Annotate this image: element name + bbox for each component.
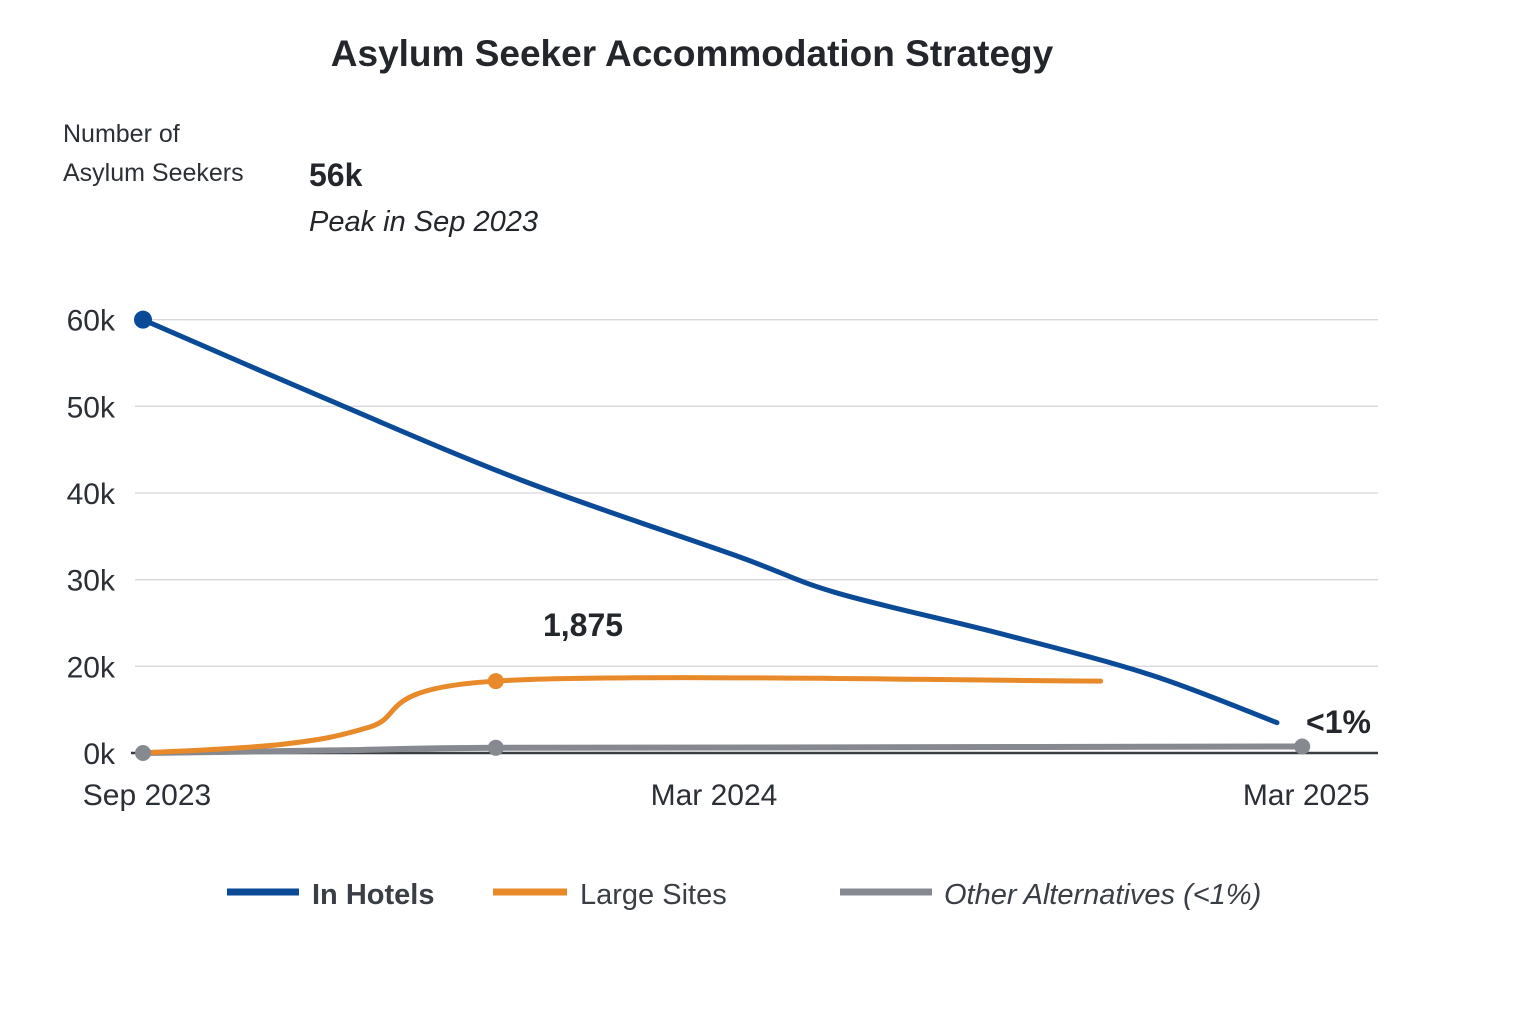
peak-note-label: Peak in Sep 2023 <box>309 206 538 238</box>
series-line-other <box>140 743 1306 756</box>
y-axis-ticks: 0k 20k 30k 40k 50k 60k <box>67 305 116 771</box>
y-tick-label: 60k <box>67 305 116 338</box>
large-sites-value-label: 1,875 <box>543 607 623 643</box>
y-tick-label: 30k <box>67 565 116 598</box>
y-tick-label: 20k <box>67 651 116 684</box>
series-markers <box>134 310 1311 761</box>
x-axis-ticks: Sep 2023 Mar 2024 Mar 2025 <box>83 779 1370 812</box>
y-axis-label-line-1: Number of <box>63 120 180 148</box>
legend: In Hotels Large Sites Other Alternatives… <box>227 879 1261 911</box>
series-lines <box>140 317 1306 756</box>
x-tick-label: Mar 2025 <box>1243 779 1370 812</box>
series-line-hotels <box>140 317 1280 726</box>
y-tick-label: 50k <box>67 391 116 424</box>
x-tick-label: Mar 2024 <box>651 779 778 812</box>
legend-label-hotels: In Hotels <box>312 879 434 911</box>
data-point-large-sites <box>487 673 504 690</box>
data-point-other <box>1294 738 1311 755</box>
end-share-label: <1% <box>1306 704 1371 740</box>
peak-value-label: 56k <box>309 157 363 193</box>
data-point-hotels <box>134 310 152 329</box>
y-tick-label: 0k <box>83 738 116 771</box>
chart-title: Asylum Seeker Accommodation Strategy <box>331 33 1054 74</box>
y-axis-label-line-2: Asylum Seekers <box>63 159 244 187</box>
y-tick-label: 40k <box>67 478 116 511</box>
data-point-other <box>135 745 151 761</box>
x-tick-label: Sep 2023 <box>83 779 211 812</box>
legend-label-other: Other Alternatives (<1%) <box>944 879 1261 911</box>
data-point-other <box>487 739 504 756</box>
series-line-large-sites <box>140 675 1104 756</box>
legend-label-large-sites: Large Sites <box>580 879 727 911</box>
